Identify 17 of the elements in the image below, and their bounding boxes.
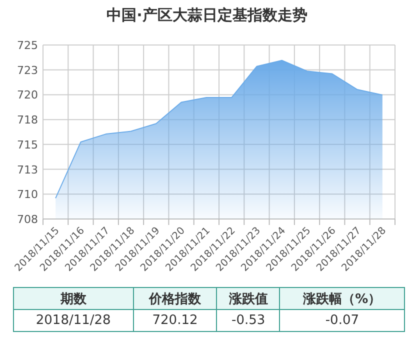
y-tick-label: 708	[17, 213, 38, 226]
y-tick-label: 713	[17, 163, 38, 176]
y-tick-label: 715	[17, 138, 38, 152]
y-tick-label: 718	[17, 114, 38, 127]
text: 期数	[14, 288, 134, 310]
text: -0.07	[280, 310, 404, 332]
y-tick-label: 725	[17, 39, 38, 52]
y-tick-label: 720	[17, 88, 38, 102]
text: 2018/11/28	[14, 310, 134, 332]
y-tick-label: 710	[17, 188, 38, 202]
text: 720.12	[133, 310, 217, 332]
text: -0.53	[216, 310, 280, 332]
text: 涨跌幅（%）	[280, 288, 404, 310]
y-tick-label: 723	[17, 64, 38, 77]
text: 价格指数	[133, 288, 217, 310]
text: 涨跌值	[216, 288, 280, 310]
title: 中国·产区大蒜日定基指数走势	[106, 6, 308, 24]
